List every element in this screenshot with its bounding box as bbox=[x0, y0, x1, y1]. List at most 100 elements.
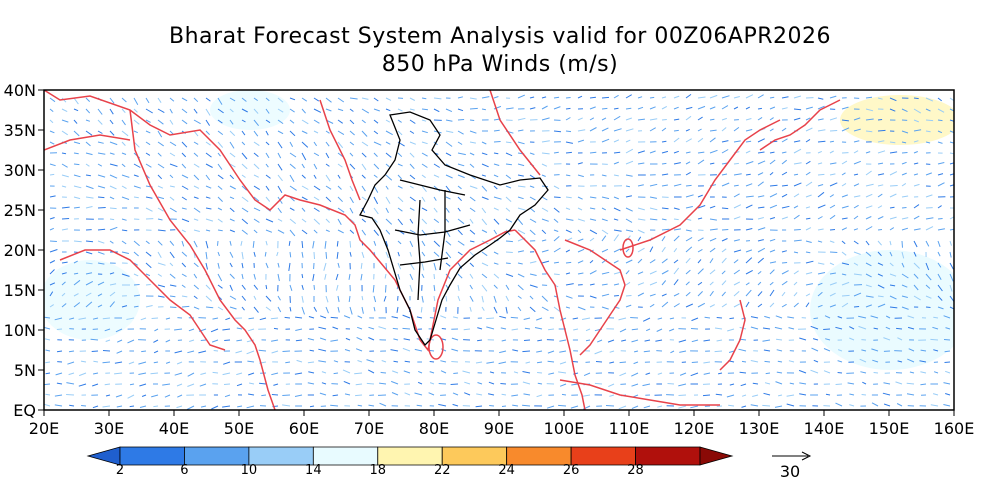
wind-vector bbox=[169, 185, 175, 188]
wind-vector bbox=[241, 295, 246, 301]
wind-vector bbox=[409, 163, 415, 170]
border-china-india bbox=[489, 90, 541, 176]
wind-vector bbox=[883, 403, 891, 407]
wind-vector bbox=[501, 393, 507, 396]
wind-vector bbox=[73, 302, 81, 308]
wind-vector bbox=[841, 262, 850, 266]
x-tick-label: 100E bbox=[544, 419, 585, 438]
wind-vector bbox=[157, 185, 164, 189]
wind-vector bbox=[121, 119, 126, 126]
wind-vector bbox=[895, 381, 903, 385]
wind-vector bbox=[205, 229, 211, 232]
wind-vector bbox=[457, 218, 465, 225]
wind-vector bbox=[49, 217, 55, 220]
wind-vector bbox=[189, 339, 195, 342]
wind-vector bbox=[109, 174, 118, 179]
wind-vector bbox=[565, 117, 571, 121]
wind-vector bbox=[877, 193, 883, 198]
wind-vector bbox=[445, 240, 452, 246]
wind-vector bbox=[517, 129, 524, 132]
wind-vector bbox=[589, 106, 596, 110]
wind-vector bbox=[817, 272, 826, 275]
wind-vector bbox=[690, 372, 699, 377]
wind-vector bbox=[913, 295, 921, 301]
wind-vector bbox=[109, 185, 117, 190]
wind-vector bbox=[537, 372, 543, 374]
wind-vector bbox=[661, 258, 668, 264]
wind-vector bbox=[349, 251, 352, 257]
wind-vector bbox=[61, 303, 67, 308]
wind-vector bbox=[174, 350, 183, 354]
wind-vector bbox=[582, 394, 591, 397]
wind-vector bbox=[553, 306, 561, 312]
wind-vector bbox=[49, 282, 56, 286]
wind-vector bbox=[153, 405, 159, 408]
wind-vector bbox=[601, 271, 610, 275]
wind-vector bbox=[457, 130, 464, 135]
wind-vector bbox=[889, 306, 898, 309]
wind-vector bbox=[745, 257, 753, 264]
wind-vector bbox=[121, 163, 126, 168]
wind-vector bbox=[457, 96, 464, 99]
wind-vector bbox=[817, 191, 825, 198]
wind-vector bbox=[445, 108, 453, 113]
wind-vector bbox=[309, 349, 315, 352]
wind-vector bbox=[505, 273, 514, 277]
wind-vector bbox=[319, 392, 327, 396]
wind-vector bbox=[417, 381, 423, 385]
wind-vector bbox=[127, 339, 135, 344]
wind-vector bbox=[61, 152, 67, 155]
wind-vector bbox=[853, 273, 862, 276]
wind-vector bbox=[217, 229, 223, 232]
wind-vector bbox=[601, 293, 610, 297]
wind-vector bbox=[289, 141, 294, 147]
wind-vector bbox=[685, 246, 693, 253]
wind-vector bbox=[97, 207, 106, 209]
wind-vector bbox=[55, 372, 63, 376]
wind-vector bbox=[128, 361, 135, 365]
wind-vector bbox=[704, 316, 711, 319]
wind-vector bbox=[511, 394, 519, 397]
wind-vector bbox=[229, 141, 235, 149]
wind-vector bbox=[788, 327, 795, 330]
wind-vector bbox=[709, 304, 715, 308]
wind-vector bbox=[697, 128, 702, 132]
wind-vector bbox=[337, 207, 345, 213]
wind-vector bbox=[769, 289, 775, 297]
wind-vector bbox=[229, 97, 236, 102]
wind-vector bbox=[420, 306, 423, 313]
wind-vector bbox=[469, 306, 472, 312]
wind-vector bbox=[373, 196, 379, 205]
wind-vector bbox=[493, 152, 499, 155]
wind-vector bbox=[361, 196, 367, 201]
wind-vector bbox=[265, 152, 270, 159]
wind-vector bbox=[236, 372, 243, 376]
colorbar-segment bbox=[119, 446, 185, 466]
wind-vector bbox=[361, 229, 367, 236]
wind-vector bbox=[248, 317, 255, 320]
wind-vector bbox=[193, 262, 199, 268]
wind-vector bbox=[402, 327, 411, 330]
wind-vector bbox=[85, 301, 93, 308]
wind-vector bbox=[193, 284, 200, 290]
speed-patch-east-pacific bbox=[810, 250, 954, 370]
wind-vector bbox=[553, 196, 561, 198]
wind-vector bbox=[97, 130, 103, 134]
wind-vector bbox=[121, 251, 130, 254]
wind-vector bbox=[745, 161, 754, 165]
wind-vector bbox=[605, 405, 615, 407]
wind-vector bbox=[517, 306, 522, 312]
wind-vector bbox=[294, 394, 303, 397]
wind-vector bbox=[829, 304, 836, 308]
wind-vector bbox=[56, 350, 63, 353]
wind-vector bbox=[733, 239, 740, 242]
wind-vector bbox=[121, 141, 126, 146]
wind-vector bbox=[61, 272, 67, 275]
wind-vector bbox=[85, 119, 91, 122]
wind-vector bbox=[301, 163, 305, 169]
wind-vector bbox=[637, 218, 646, 221]
wind-vector bbox=[217, 306, 224, 311]
wind-vector bbox=[69, 404, 75, 407]
wind-vector bbox=[793, 239, 802, 242]
wind-vector bbox=[637, 106, 644, 110]
